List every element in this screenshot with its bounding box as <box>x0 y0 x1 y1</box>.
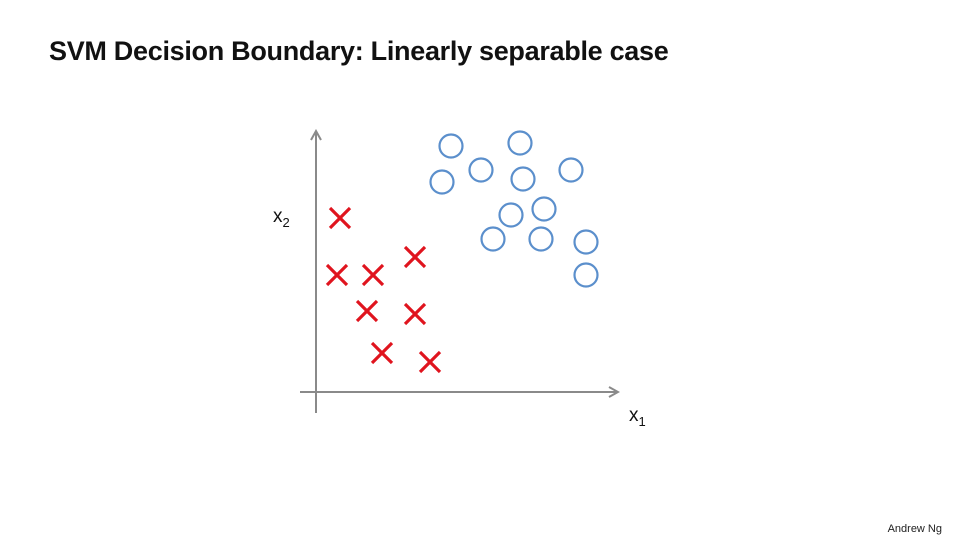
circle-marker <box>468 157 494 183</box>
author-credit: Andrew Ng <box>887 523 942 535</box>
circle-marker <box>480 226 506 252</box>
y-axis-label: x2 <box>273 206 290 230</box>
circle-marker <box>498 202 524 228</box>
circle-marker <box>531 196 557 222</box>
circle-marker <box>510 166 536 192</box>
data-points <box>325 130 599 374</box>
x-axis-label: x1 <box>629 405 646 429</box>
cross-marker <box>355 299 379 323</box>
circle-marker <box>438 133 464 159</box>
cross-marker <box>403 302 427 326</box>
circle-marker <box>573 229 599 255</box>
slide-title: SVM Decision Boundary: Linearly separabl… <box>49 36 669 66</box>
cross-marker <box>361 263 385 287</box>
cross-marker <box>328 206 352 230</box>
circle-marker <box>528 226 554 252</box>
circle-marker <box>507 130 533 156</box>
circle-marker <box>558 157 584 183</box>
cross-marker <box>418 350 442 374</box>
cross-marker <box>370 341 394 365</box>
circle-marker <box>573 262 599 288</box>
circle-marker <box>429 169 455 195</box>
cross-marker <box>403 245 427 269</box>
cross-marker <box>325 263 349 287</box>
